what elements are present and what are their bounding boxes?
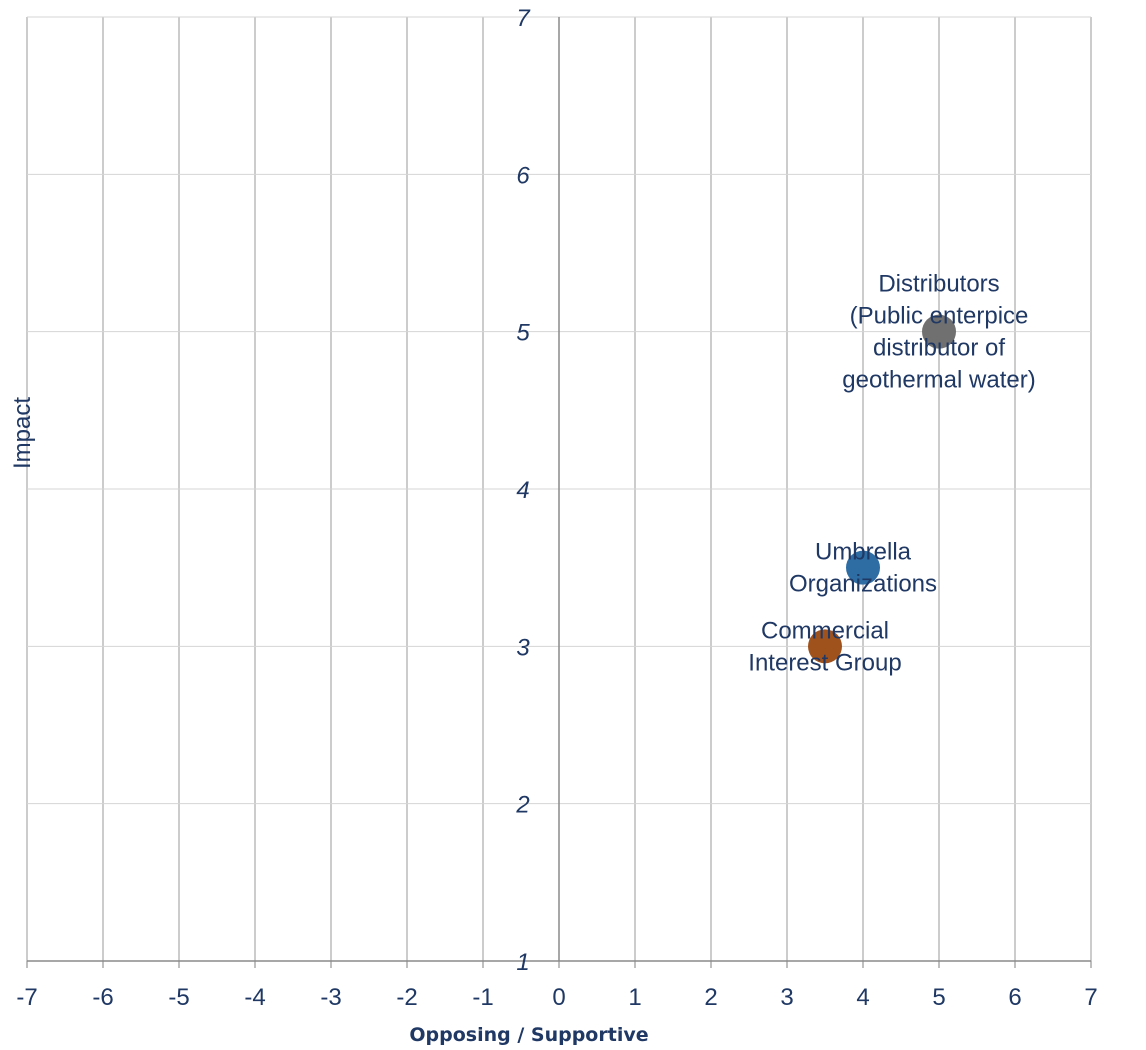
x-tick-label: 7 xyxy=(1084,984,1097,1011)
data-point-label: Distributors (Public enterpice distributor… xyxy=(842,271,1035,394)
data-point-label-line: Commercial xyxy=(761,617,889,644)
data-point-label-line: Umbrella xyxy=(815,539,912,566)
x-tick-label: -7 xyxy=(16,984,37,1011)
y-tick-label: 1 xyxy=(516,949,529,976)
x-tick-label: 3 xyxy=(780,984,793,1011)
x-tick-label: -1 xyxy=(472,984,493,1011)
x-tick-label: -6 xyxy=(92,984,113,1011)
data-point-label-line: distributor of xyxy=(873,335,1005,362)
y-axis-title: Impact xyxy=(9,397,36,469)
data-point-label-line: geothermal water) xyxy=(842,367,1035,394)
data-points xyxy=(808,314,956,664)
point-labels: Distributors (Public enterpice distributor… xyxy=(748,271,1035,677)
x-tick-label: 0 xyxy=(552,984,565,1011)
y-tick-label: 7 xyxy=(516,5,531,32)
data-point xyxy=(846,550,880,585)
data-point-label-line: Distributors xyxy=(878,271,999,298)
x-tick-label: 5 xyxy=(932,984,945,1011)
data-point xyxy=(922,314,956,349)
y-tick-label: 2 xyxy=(515,792,529,819)
y-tick-label: 4 xyxy=(516,477,529,504)
x-tick-label: 6 xyxy=(1008,984,1021,1011)
data-point-label-line: Organizations xyxy=(789,571,937,598)
x-tick-label: -4 xyxy=(244,984,265,1011)
data-point xyxy=(808,629,842,664)
data-point-label-line: Interest Group xyxy=(748,649,901,676)
data-point-label-line: (Public enterpice xyxy=(850,303,1029,330)
y-tick-label: 3 xyxy=(516,634,530,661)
x-tick-label: 1 xyxy=(628,984,641,1011)
x-tick-label: -5 xyxy=(168,984,189,1011)
data-point-label: Umbrella Organizations xyxy=(789,539,937,598)
x-tick-label: -3 xyxy=(320,984,341,1011)
x-tick-label: -2 xyxy=(396,984,417,1011)
x-tick-label: 2 xyxy=(704,984,717,1011)
data-point-label: Commercial Interest Group xyxy=(748,617,901,676)
y-tick-label: 5 xyxy=(516,320,530,347)
x-tick-label: 4 xyxy=(856,984,869,1011)
axes xyxy=(26,17,1092,968)
y-tick-label: 6 xyxy=(516,162,530,189)
x-axis-title: Opposing / Supportive xyxy=(409,1024,648,1046)
